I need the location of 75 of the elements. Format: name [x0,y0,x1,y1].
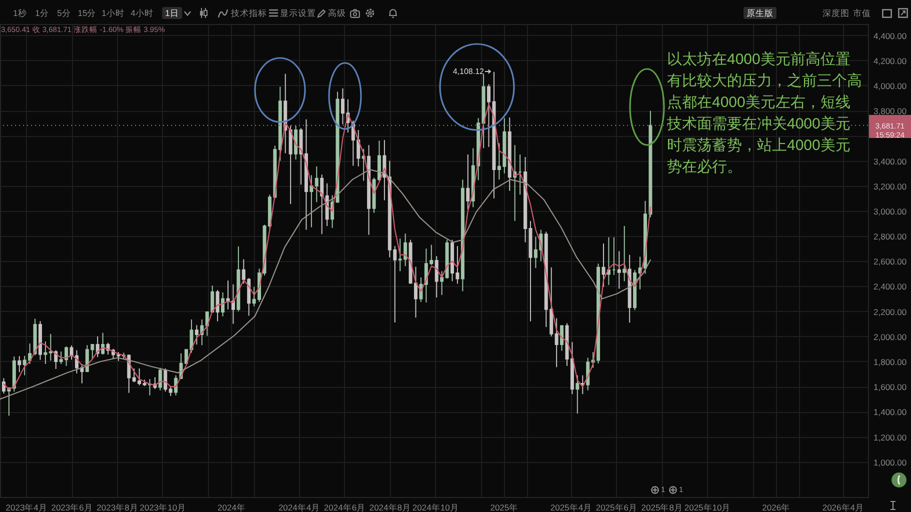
x-tick-label: 2025年4月 [550,502,592,512]
text: 深度图 [822,8,850,18]
candlestick [164,368,168,392]
x-tick-label: 2026年 [762,502,790,512]
annotation: 4,108.12 [452,66,485,76]
text: 原生版 [744,7,776,19]
candlestick [466,154,470,210]
y-tick-label: 1,000.00 [874,457,907,468]
candlestick [231,284,235,324]
y-tick-label: 4,000.00 [874,80,907,91]
y-tick-label: 3,400.00 [874,156,907,166]
y-tick-label: 2,400.00 [874,282,907,292]
candlestick [320,174,324,235]
x-tick-label: 2024年6月 [324,502,366,512]
x-tick-label: 2023年8月 [96,502,138,512]
text: 1日 [162,7,182,19]
candlestick [299,128,303,186]
text: 1分 [35,8,49,18]
text: 1秒 [13,8,27,18]
y-tick-label: 4,400.00 [874,30,907,41]
y-tick-label: 2,800.00 [874,232,907,242]
candlestick [310,174,314,228]
x-tick-label: 2023年6月 [51,502,93,512]
candlestick [288,125,292,205]
text: 1小时 [102,8,124,18]
y-tick-label: 3,000.00 [874,206,907,216]
x-tick-label: 2025年6月 [596,502,638,512]
y-tick-label: 2,600.00 [874,256,907,267]
text: 4小时 [130,8,154,18]
candlestick [18,356,22,373]
x-tick-label: 2026年4月 [822,502,864,512]
text: 技术指标 [231,8,267,18]
text: 市值 [853,8,871,18]
x-tick-label: 2024年4月 [278,502,320,512]
candlestick [2,378,6,394]
x-tick-label: 2024年8月 [369,502,411,512]
candlestick [576,374,580,414]
x-tick-label: 2023年10月 [140,502,186,512]
candlestick [622,225,626,282]
y-tick-label: 3,800.00 [874,106,907,116]
candlestick [602,243,606,288]
y-tick-label: 1,600.00 [874,382,907,392]
candlestick [216,289,220,322]
y-tick-label: 1,400.00 [874,407,907,418]
candlestick [314,166,318,203]
x-tick-label: 2025年10月 [684,502,731,512]
candlestick [48,333,52,362]
text: 显示设置 [280,8,316,18]
candlestick [221,292,225,317]
x-tick-label: 2023年4月 [6,502,48,512]
candlestick [101,332,105,356]
y-tick-label: 1,800.00 [874,357,907,367]
annotation: 以太坊在4000美元前高位置有比较大的压力，之前三个高点都在4000美元左右，短线技术面需要在冲关4000美元时震荡蓄势，站上4000美元势在必行。 [666,51,862,176]
text: 15分 [78,8,96,18]
x-tick-label: 2025年8月 [641,502,683,512]
candlestick [294,125,298,160]
x-tick-label: 2024年 [218,502,246,512]
candlestick [54,350,58,370]
x-tick-label: 2024年10月 [412,502,459,512]
candlestick [440,270,444,296]
text: 5分 [57,8,71,18]
x-tick-label: 2025年 [490,502,518,512]
candlestick [44,340,48,365]
candlestick [617,250,621,290]
candlestick [434,256,438,298]
y-tick-label: 3,200.00 [874,181,907,192]
candlestick [158,367,162,391]
y-tick-label: 2,000.00 [874,332,907,342]
y-tick-label: 2,200.00 [874,306,907,317]
y-tick-label: 1,200.00 [874,432,907,442]
y-tick-label: 4,200.00 [874,56,907,66]
candlestick [554,318,558,368]
candlestick [168,386,172,396]
candlestick [194,324,198,346]
text: 高级 [328,8,346,18]
